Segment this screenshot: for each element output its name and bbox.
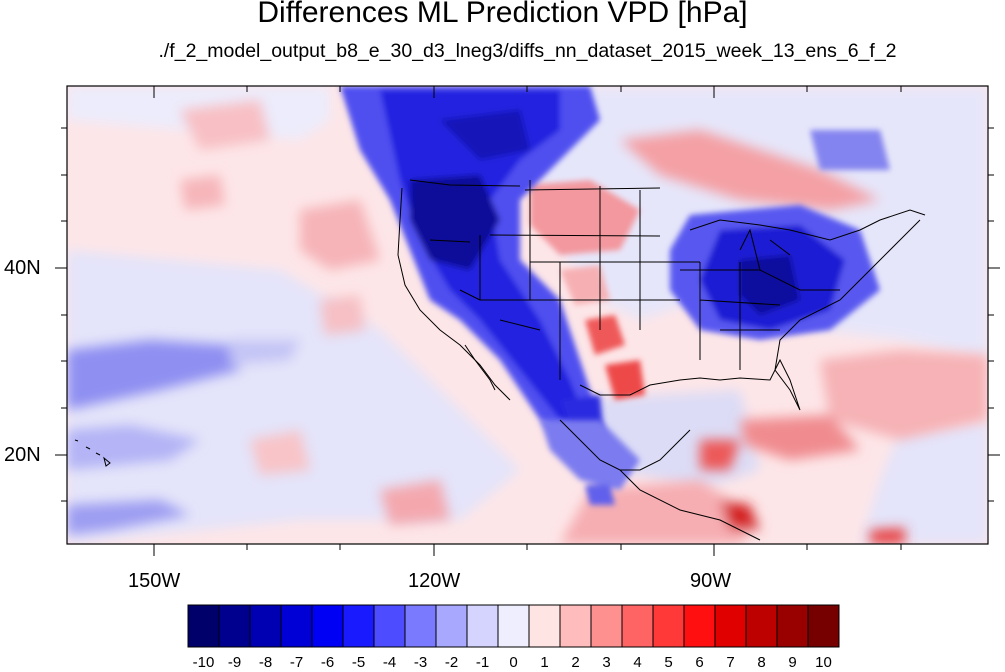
colorbar-swatch: [714, 604, 747, 648]
coastlines: [397, 179, 926, 541]
colorbar-swatch: [559, 604, 592, 648]
colorbar-label: 4: [633, 654, 642, 671]
difference-field: [67, 86, 988, 544]
colorbar-swatch: [683, 604, 716, 648]
colorbar-swatch: [621, 604, 654, 648]
colorbar-swatch: [373, 604, 406, 648]
colorbar-label: 9: [788, 654, 797, 671]
colorbar-label: -5: [351, 654, 366, 671]
colorbar-label: 3: [602, 654, 611, 671]
colorbar-swatch: [776, 604, 809, 648]
colorbar-label: 0: [509, 654, 518, 671]
colorbar-swatch: [280, 604, 313, 648]
colorbar-swatch: [187, 604, 220, 648]
colorbar-label: -7: [289, 654, 304, 671]
colorbar-label: -3: [413, 654, 428, 671]
colorbar-swatch: [652, 604, 685, 648]
colorbar-label: -8: [258, 654, 273, 671]
colorbar-swatch: [435, 604, 468, 648]
colorbar-swatch: [497, 604, 530, 648]
colorbar-label: -6: [320, 654, 335, 671]
colorbar-label: -9: [227, 654, 242, 671]
tick-marks: [55, 86, 1000, 556]
colorbar-label: 6: [695, 654, 704, 671]
lon-label-150w: 150W: [128, 570, 181, 592]
colorbar: [187, 604, 840, 648]
colorbar-label: 10: [815, 654, 832, 671]
lon-label-90w: 90W: [690, 570, 732, 592]
colorbar-swatch: [342, 604, 375, 648]
colorbar-swatch: [404, 604, 437, 648]
colorbar-swatch: [311, 604, 344, 648]
colorbar-label: -1: [475, 654, 490, 671]
colorbar-label: 7: [726, 654, 735, 671]
colorbar-label: 5: [664, 654, 673, 671]
colorbar-swatch: [528, 604, 561, 648]
hawaii-islands: [74, 439, 111, 467]
colorbar-label: 2: [571, 654, 580, 671]
colorbar-label: 8: [757, 654, 766, 671]
colorbar-swatch: [807, 604, 840, 648]
colorbar-swatch: [249, 604, 282, 648]
colorbar-label: -2: [444, 654, 459, 671]
map-subtitle: ./f_2_model_output_b8_e_30_d3_lneg3/diff…: [158, 40, 897, 62]
colorbar-label: 1: [540, 654, 549, 671]
colorbar-swatch: [590, 604, 623, 648]
colorbar-swatch: [466, 604, 499, 648]
colorbar-swatch: [745, 604, 778, 648]
lon-label-120w: 120W: [408, 570, 461, 592]
lat-label-40n: 40N: [4, 257, 41, 279]
colorbar-swatch: [218, 604, 251, 648]
lat-label-20n: 20N: [4, 444, 41, 466]
colorbar-label: -10: [192, 654, 215, 671]
colorbar-label: -4: [382, 654, 397, 671]
map-title: Differences ML Prediction VPD [hPa]: [257, 0, 748, 29]
